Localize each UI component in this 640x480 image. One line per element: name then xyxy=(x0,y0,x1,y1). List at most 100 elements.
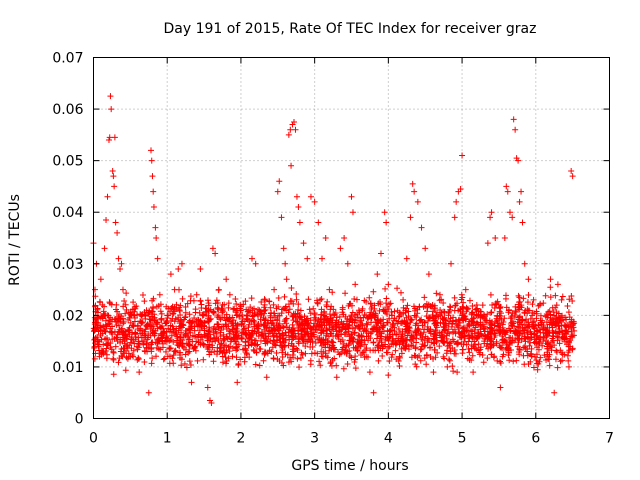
data-point xyxy=(242,298,249,305)
data-point xyxy=(118,326,125,333)
data-point xyxy=(168,332,175,339)
data-point xyxy=(500,336,507,343)
data-point xyxy=(197,317,204,324)
data-point xyxy=(281,343,288,350)
data-point xyxy=(143,344,150,351)
data-point xyxy=(447,344,454,351)
data-point xyxy=(407,316,414,323)
data-point xyxy=(172,348,179,355)
data-point xyxy=(248,255,255,262)
data-point xyxy=(283,324,290,331)
data-point xyxy=(287,126,294,133)
axis-ticks xyxy=(93,57,610,419)
data-point xyxy=(363,345,370,352)
data-point xyxy=(404,320,411,327)
data-point xyxy=(164,312,171,319)
data-point xyxy=(300,240,307,247)
data-point xyxy=(386,358,393,365)
data-point xyxy=(359,305,366,312)
data-point xyxy=(487,325,494,332)
data-point xyxy=(216,314,223,321)
data-point xyxy=(422,342,429,349)
data-point xyxy=(335,336,342,343)
grid xyxy=(93,57,610,419)
data-point xyxy=(408,342,415,349)
data-point xyxy=(412,345,419,352)
data-point xyxy=(251,328,258,335)
y-tick-label: 0.04 xyxy=(52,205,83,221)
data-point xyxy=(536,326,543,333)
data-point xyxy=(391,308,398,315)
data-point xyxy=(262,337,269,344)
data-point xyxy=(128,345,135,352)
data-point xyxy=(168,317,175,324)
data-point xyxy=(361,337,368,344)
data-point xyxy=(414,198,421,205)
data-point xyxy=(318,337,325,344)
data-point xyxy=(294,310,301,317)
data-point xyxy=(492,318,499,325)
data-point xyxy=(223,317,230,324)
data-point xyxy=(295,338,302,345)
data-point xyxy=(462,286,469,293)
data-point xyxy=(408,354,415,361)
data-point xyxy=(496,320,503,327)
data-point xyxy=(349,334,356,341)
data-point xyxy=(441,326,448,333)
data-point xyxy=(488,351,495,358)
data-point xyxy=(530,364,537,371)
data-point xyxy=(487,309,494,316)
data-point xyxy=(257,316,264,323)
data-point xyxy=(208,400,215,407)
data-point xyxy=(396,354,403,361)
data-point xyxy=(288,285,295,292)
data-point xyxy=(204,384,211,391)
data-point xyxy=(374,271,381,278)
data-point xyxy=(253,349,260,356)
data-point xyxy=(474,319,481,326)
data-point xyxy=(473,335,480,342)
data-point xyxy=(425,271,432,278)
data-point xyxy=(491,334,498,341)
data-point xyxy=(197,336,204,343)
data-point xyxy=(468,334,475,341)
data-point xyxy=(556,340,563,347)
data-point xyxy=(512,126,519,133)
data-point xyxy=(209,245,216,252)
data-point xyxy=(106,299,113,306)
data-point xyxy=(91,286,98,293)
data-point xyxy=(218,327,225,334)
data-point xyxy=(484,311,491,318)
data-point xyxy=(468,318,475,325)
data-point xyxy=(455,317,462,324)
data-point xyxy=(515,314,522,321)
data-point xyxy=(271,286,278,293)
data-point xyxy=(302,350,309,357)
data-point xyxy=(515,348,522,355)
data-point xyxy=(326,326,333,333)
data-point xyxy=(292,126,299,133)
data-point xyxy=(433,309,440,316)
data-point xyxy=(105,137,112,144)
data-point xyxy=(513,155,520,162)
data-point xyxy=(529,312,536,319)
data-point xyxy=(182,303,189,310)
data-point xyxy=(317,362,324,369)
x-tick-label: 5 xyxy=(458,431,467,447)
data-point xyxy=(506,334,513,341)
data-point xyxy=(229,314,236,321)
data-point xyxy=(469,328,476,335)
data-point xyxy=(403,305,410,312)
data-point xyxy=(470,369,477,376)
data-point xyxy=(316,324,323,331)
data-point xyxy=(304,321,311,328)
data-point xyxy=(166,344,173,351)
data-point xyxy=(216,348,223,355)
data-point xyxy=(488,343,495,350)
data-point xyxy=(381,308,388,315)
data-point xyxy=(349,209,356,216)
data-point xyxy=(206,348,213,355)
data-point xyxy=(299,351,306,358)
data-point xyxy=(261,307,268,314)
data-point xyxy=(177,334,184,341)
